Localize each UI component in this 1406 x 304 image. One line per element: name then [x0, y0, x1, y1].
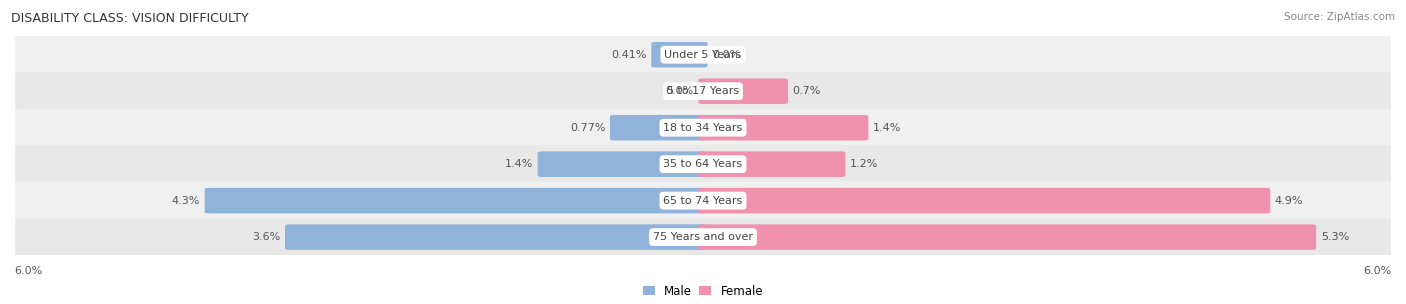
FancyBboxPatch shape	[15, 182, 1391, 219]
Text: 0.77%: 0.77%	[569, 123, 606, 133]
FancyBboxPatch shape	[651, 42, 707, 67]
Text: Under 5 Years: Under 5 Years	[665, 50, 741, 60]
Text: 1.2%: 1.2%	[851, 159, 879, 169]
Text: 1.4%: 1.4%	[873, 123, 901, 133]
Legend: Male, Female: Male, Female	[643, 285, 763, 298]
Text: 6.0%: 6.0%	[1364, 266, 1392, 275]
Text: 0.7%: 0.7%	[793, 86, 821, 96]
FancyBboxPatch shape	[15, 145, 1391, 183]
FancyBboxPatch shape	[205, 188, 707, 213]
FancyBboxPatch shape	[699, 224, 1316, 250]
FancyBboxPatch shape	[610, 115, 707, 140]
Text: 3.6%: 3.6%	[252, 232, 280, 242]
FancyBboxPatch shape	[285, 224, 707, 250]
Text: 35 to 64 Years: 35 to 64 Years	[664, 159, 742, 169]
Text: DISABILITY CLASS: VISION DIFFICULTY: DISABILITY CLASS: VISION DIFFICULTY	[11, 12, 249, 25]
Text: 5.3%: 5.3%	[1320, 232, 1348, 242]
FancyBboxPatch shape	[15, 36, 1391, 74]
Text: 4.3%: 4.3%	[172, 196, 200, 206]
Text: 0.0%: 0.0%	[665, 86, 693, 96]
FancyBboxPatch shape	[15, 72, 1391, 110]
Text: Source: ZipAtlas.com: Source: ZipAtlas.com	[1284, 12, 1395, 22]
FancyBboxPatch shape	[15, 218, 1391, 256]
Text: 0.0%: 0.0%	[713, 50, 741, 60]
Text: 75 Years and over: 75 Years and over	[652, 232, 754, 242]
Text: 1.4%: 1.4%	[505, 159, 533, 169]
Text: 65 to 74 Years: 65 to 74 Years	[664, 196, 742, 206]
FancyBboxPatch shape	[699, 115, 869, 140]
FancyBboxPatch shape	[15, 109, 1391, 147]
FancyBboxPatch shape	[699, 151, 845, 177]
FancyBboxPatch shape	[537, 151, 707, 177]
Text: 4.9%: 4.9%	[1275, 196, 1303, 206]
Text: 0.41%: 0.41%	[612, 50, 647, 60]
Text: 6.0%: 6.0%	[14, 266, 42, 275]
Text: 18 to 34 Years: 18 to 34 Years	[664, 123, 742, 133]
FancyBboxPatch shape	[699, 78, 787, 104]
Text: 5 to 17 Years: 5 to 17 Years	[666, 86, 740, 96]
FancyBboxPatch shape	[699, 188, 1270, 213]
